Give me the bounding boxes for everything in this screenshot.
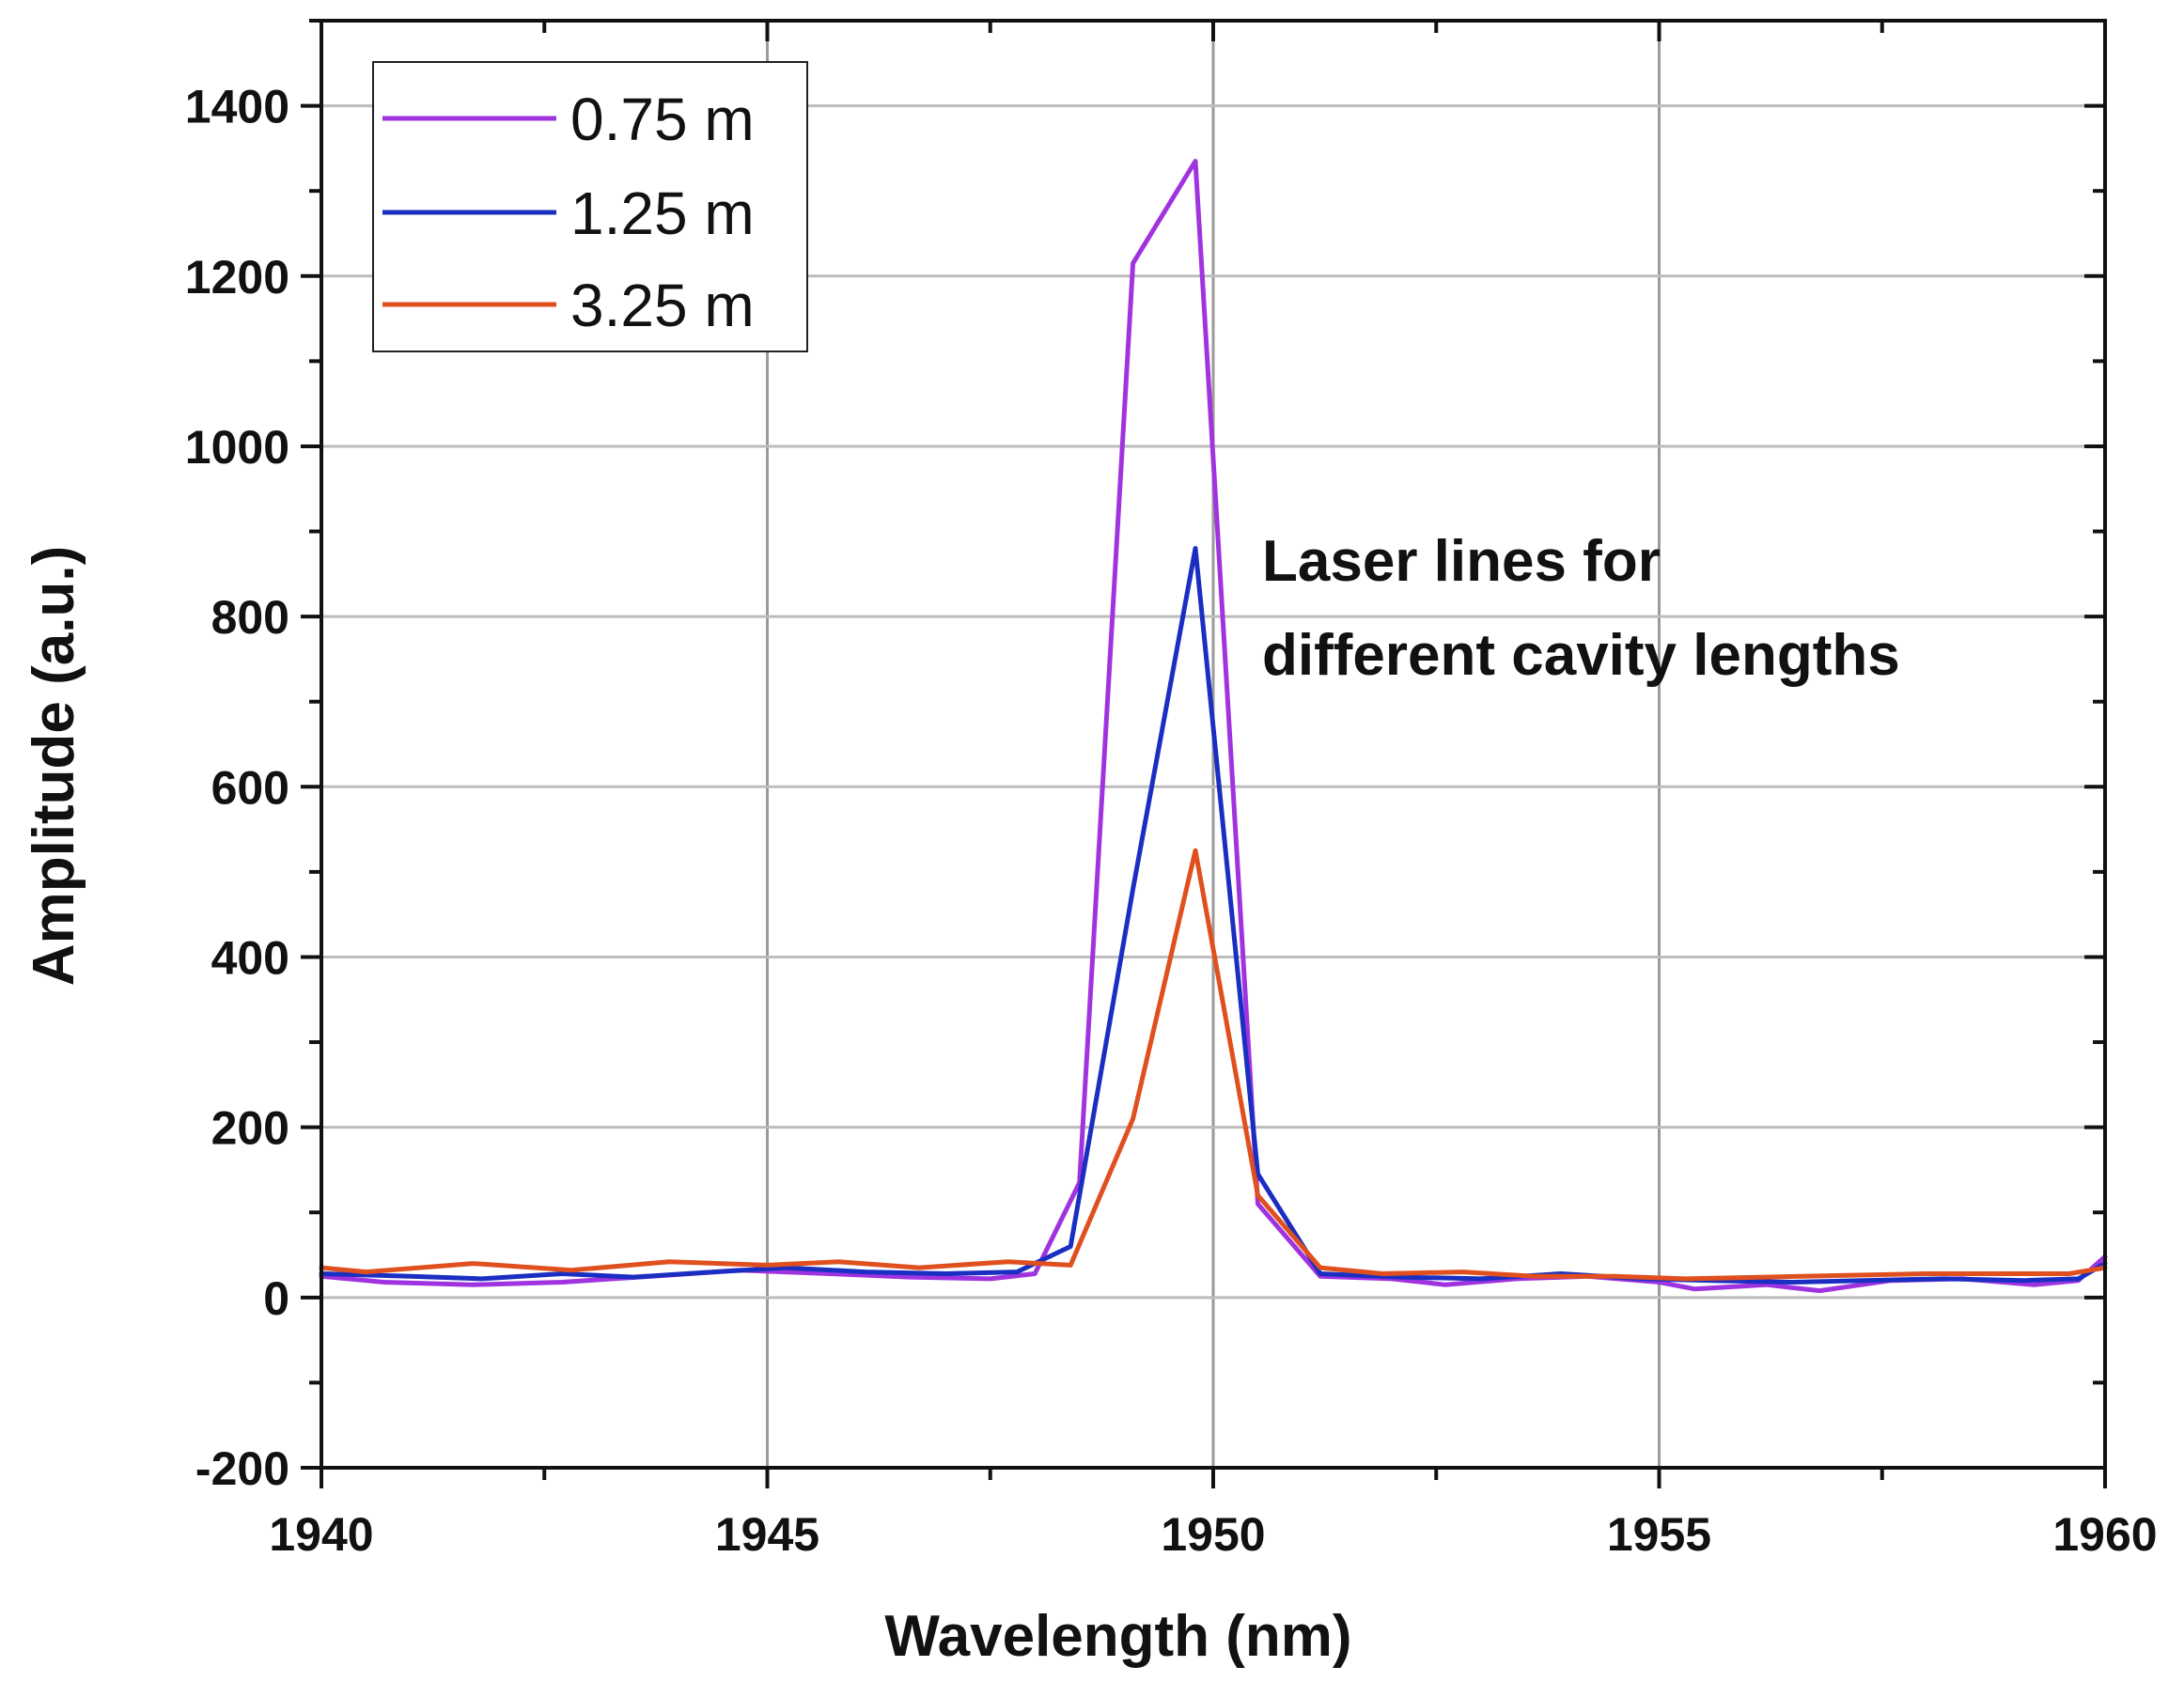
- legend-label-1: 1.25 m: [570, 179, 755, 247]
- annotation-line-2: different cavity lengths: [1262, 623, 1900, 688]
- y-tick-label: 0: [263, 1272, 289, 1325]
- series-line-2: [319, 848, 2108, 1282]
- legend-items: 0.75 m 1.25 m 3.25 m: [382, 86, 755, 339]
- y-axis-title: Amplitude (a.u.): [22, 546, 86, 986]
- x-tick-label: 1950: [1161, 1508, 1265, 1561]
- tick-labels: 1940 1945 1950 1955 1960 -200 0 200 400 600 800 100…: [185, 81, 2158, 1561]
- series-lines: [319, 159, 2108, 1294]
- x-tick-label: 1960: [2052, 1508, 2157, 1561]
- y-tick-label: 400: [211, 931, 289, 984]
- x-tick-label: 1945: [715, 1508, 819, 1561]
- legend-label-0: 0.75 m: [570, 86, 755, 153]
- y-tick-label: 1400: [185, 81, 289, 133]
- annotation-line-1: Laser lines for: [1262, 529, 1661, 594]
- y-tick-label: 600: [211, 761, 289, 814]
- x-axis-title: Wavelength (nm): [884, 1604, 1351, 1669]
- y-tick-label: 800: [211, 591, 289, 644]
- legend-label-2: 3.25 m: [570, 272, 755, 339]
- y-tick-label: 1200: [185, 251, 289, 304]
- y-tick-label: 200: [211, 1102, 289, 1155]
- x-tick-label: 1955: [1607, 1508, 1711, 1561]
- tick-marks: [301, 19, 2107, 1488]
- y-tick-label: -200: [195, 1442, 289, 1495]
- legend: 0.75 m 1.25 m 3.25 m: [372, 61, 808, 352]
- x-tick-label: 1940: [269, 1508, 373, 1561]
- y-tick-label: 1000: [185, 421, 289, 474]
- series-line-1: [319, 546, 2108, 1285]
